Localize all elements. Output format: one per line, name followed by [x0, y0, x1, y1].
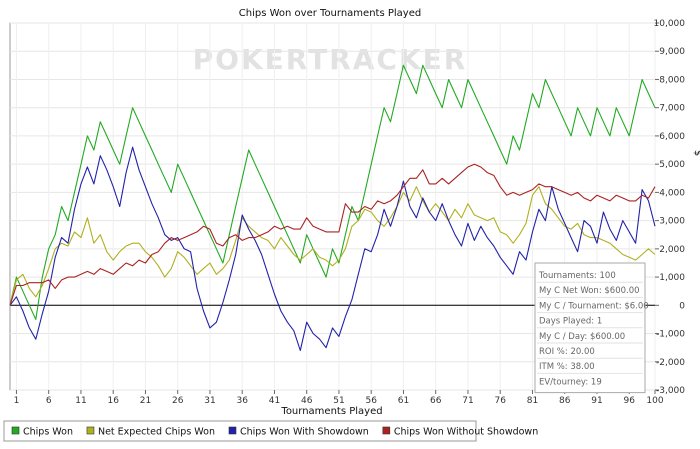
y-tick-label: 5,000 [659, 160, 685, 170]
series-line-1 [9, 64, 656, 320]
stats-tooltip-line: Days Played: 1 [539, 317, 602, 327]
x-tick-label: 81 [527, 396, 538, 406]
y-tick-label: 3,000 [659, 217, 685, 227]
x-tick-label: 56 [365, 396, 377, 406]
stats-tooltip-line: Tournaments: 100 [538, 271, 616, 281]
x-tick-label: 1 [14, 396, 20, 406]
stats-tooltip-line: My C / Day: $600.00 [539, 332, 625, 342]
y-tick-label: 0 [679, 301, 685, 311]
legend-swatch-4 [382, 426, 391, 435]
series-group [9, 64, 656, 352]
legend-label-1: Chips Won [23, 427, 73, 438]
y-tick-label: 8,000 [659, 75, 685, 85]
x-tick-label: 61 [398, 396, 409, 406]
legend-label-2: Net Expected Chips Won [98, 427, 215, 438]
y-tick-label: 6,000 [659, 132, 685, 142]
stats-tooltip-line: My C / Tournament: $6.00 [539, 301, 649, 311]
x-tick-label: 31 [204, 396, 215, 406]
x-tick-label: 21 [140, 396, 151, 406]
stats-tooltip-line: ROI %: 20.00 [539, 347, 595, 357]
x-tick-label: 41 [269, 396, 280, 406]
x-tick-label: 66 [430, 396, 442, 406]
y-tick-label: -3,000 [656, 386, 685, 396]
stats-tooltip: Tournaments: 100 My C Net Won: $600.00 My … [534, 262, 649, 394]
y-axis-label: $ [692, 150, 700, 156]
chart-title: Chips Won over Tournaments Played [239, 8, 421, 19]
series-line-2 [9, 186, 656, 306]
x-tick-label: 91 [591, 396, 602, 406]
series-line-4 [9, 163, 656, 306]
x-tick-label: 46 [301, 396, 313, 406]
legend-swatch-3 [228, 426, 237, 435]
legend-label-3: Chips Won With Showdown [240, 427, 369, 438]
x-tick-label: 16 [107, 396, 119, 406]
x-axis-ticks: 1 6 11 16 21 26 31 36 41 46 51 56 61 66 71 76 81 86 91 96 10… [14, 390, 664, 406]
legend-label-4: Chips Won Without Showdown [394, 427, 538, 438]
y-tick-label: 1,000 [659, 273, 685, 283]
y-tick-label: -2,000 [656, 358, 685, 368]
y-tick-label: 7,000 [659, 104, 685, 114]
x-tick-label: 26 [172, 396, 184, 406]
legend-swatch-2 [86, 426, 95, 435]
x-tick-label: 36 [236, 396, 248, 406]
y-tick-label: 9,000 [659, 47, 685, 57]
stats-tooltip-line: My C Net Won: $600.00 [539, 286, 640, 296]
legend-box [3, 420, 477, 442]
x-tick-label: 76 [494, 396, 506, 406]
x-tick-label: 100 [646, 396, 663, 406]
stats-tooltip-line: ITM %: 38.00 [539, 362, 595, 372]
x-tick-label: 6 [46, 396, 52, 406]
stats-tooltip-line: EV/tourney: 19 [539, 377, 602, 387]
y-tick-label: 10,000 [654, 19, 686, 29]
x-tick-label: 51 [333, 396, 344, 406]
y-tick-label: -1,000 [656, 330, 685, 340]
x-tick-label: 71 [462, 396, 473, 406]
series-line-3 [9, 146, 656, 352]
x-tick-label: 86 [559, 396, 571, 406]
x-tick-label: 11 [75, 396, 86, 406]
watermark-logo: POKERTRACKER [193, 43, 468, 76]
legend: Chips Won Net Expected Chips Won Chips Won… [11, 426, 538, 438]
x-axis-label: Tournaments Played [280, 406, 382, 417]
y-axis-ticks: -3,000 -2,000 -1,000 0 1,000 2,000 3,000 4,000 5… [654, 19, 686, 396]
y-tick-label: 2,000 [659, 245, 685, 255]
legend-swatch-1 [11, 426, 20, 435]
y-tick-label: 4,000 [659, 188, 685, 198]
x-tick-label: 96 [623, 396, 635, 406]
